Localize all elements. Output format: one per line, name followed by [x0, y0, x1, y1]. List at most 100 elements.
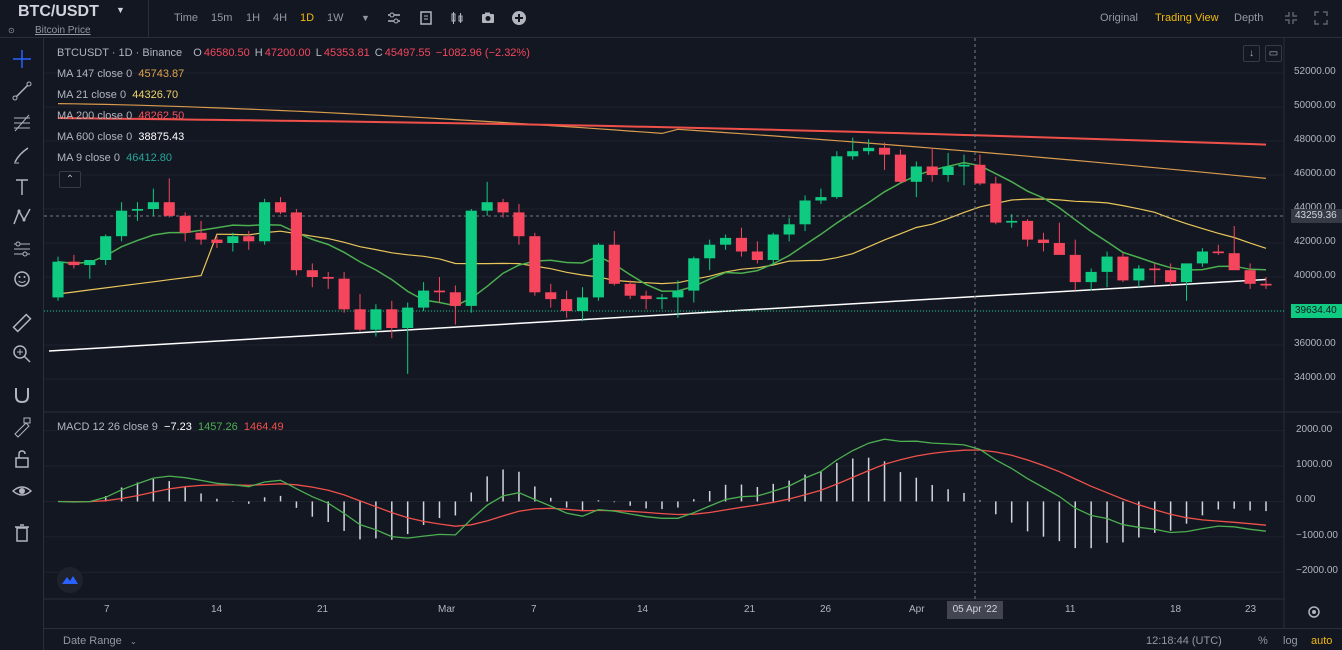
candle-body	[1101, 256, 1113, 272]
camera-icon[interactable]	[480, 10, 496, 26]
candle-body	[322, 277, 334, 279]
subtitle-link[interactable]: Bitcoin Price	[35, 25, 91, 36]
candle-body	[894, 154, 906, 182]
time-tick-label: Mar	[438, 604, 456, 615]
price-tick-label: 48000.00	[1294, 134, 1336, 145]
ma600-legend: MA 600 close 0 38875.43	[57, 131, 184, 143]
candle-body	[942, 166, 954, 175]
ma9-legend: MA 9 close 0 46412.80	[57, 152, 172, 164]
text-icon[interactable]	[11, 176, 33, 198]
candle-body	[290, 212, 302, 271]
arrow-down-icon[interactable]: ↓	[1243, 45, 1260, 62]
divider	[148, 0, 149, 38]
trash-icon[interactable]	[11, 522, 33, 544]
ma-value: 48262.50	[138, 110, 185, 122]
date-range-button[interactable]: Date Range	[63, 635, 122, 647]
view-trading-view[interactable]: Trading View	[1155, 12, 1219, 24]
close-label: C	[374, 47, 383, 59]
candle-body	[1212, 251, 1224, 254]
candle-body	[831, 156, 843, 198]
zoom-in-icon[interactable]	[11, 343, 33, 365]
candle-body	[84, 260, 96, 266]
candle-body	[847, 151, 859, 157]
candle-body	[863, 147, 875, 152]
candle-body	[195, 232, 207, 240]
prediction-icon[interactable]	[11, 238, 33, 260]
info-icon: ⊙	[8, 26, 15, 35]
macd-label: MACD 12 26 close 9	[57, 421, 158, 433]
percent-toggle[interactable]: %	[1258, 635, 1268, 647]
auto-toggle[interactable]: auto	[1311, 635, 1333, 647]
time-tick-label: 7	[104, 604, 110, 615]
price-tick-label: 42000.00	[1294, 236, 1336, 247]
log-toggle[interactable]: log	[1283, 635, 1298, 647]
eye-icon[interactable]	[11, 480, 33, 502]
settings-sliders-icon[interactable]	[386, 10, 402, 26]
expand-icon[interactable]	[1313, 10, 1329, 26]
candle-body	[672, 290, 684, 298]
emoji-icon[interactable]	[11, 268, 33, 290]
candle-body	[1149, 268, 1161, 271]
magnet-icon[interactable]	[11, 384, 33, 406]
candle-body	[704, 244, 716, 259]
candle-body	[576, 297, 589, 311]
tab-15m[interactable]: 15m	[211, 12, 233, 24]
candle-body	[465, 210, 477, 306]
add-icon[interactable]	[511, 10, 527, 26]
tab-1d[interactable]: 1D	[300, 12, 315, 24]
price-chart-svg[interactable]	[44, 38, 1342, 650]
tab-time[interactable]: Time	[174, 12, 199, 24]
time-tick-label: 11	[1065, 604, 1076, 615]
ma200-legend: MA 200 close 0 48262.50	[57, 110, 184, 122]
candle-body	[147, 202, 159, 209]
tradingview-logo-icon[interactable]	[56, 566, 84, 594]
crosshair-icon[interactable]	[11, 48, 33, 70]
candle-body	[1228, 253, 1240, 271]
tab-1w[interactable]: 1W	[327, 12, 344, 24]
candle-body	[910, 166, 922, 182]
pattern-icon[interactable]	[11, 206, 33, 228]
chevron-down-icon[interactable]: ▼	[116, 5, 125, 15]
time-tick-label: 23	[1245, 604, 1257, 615]
price-tick-label: 40000.00	[1294, 270, 1336, 281]
ma-label: MA 147 close 0	[57, 68, 133, 80]
unlock-icon[interactable]	[11, 448, 33, 470]
ruler-icon[interactable]	[11, 312, 33, 334]
candle-body	[131, 209, 144, 211]
fib-icon[interactable]	[11, 112, 33, 134]
settings-gear-icon[interactable]	[1306, 604, 1322, 620]
collapse-icon[interactable]	[1283, 10, 1299, 26]
collapse-legend-button[interactable]: ⌃	[59, 171, 81, 188]
candle-body	[688, 258, 700, 291]
view-depth[interactable]: Depth	[1234, 12, 1264, 24]
candle-body	[720, 237, 732, 245]
candle-body	[751, 251, 763, 260]
lock-drawing-icon[interactable]	[11, 416, 33, 438]
macd-tick-label: 0.00	[1296, 494, 1316, 506]
tab-4h[interactable]: 4H	[273, 12, 288, 24]
indicators-icon[interactable]	[418, 10, 434, 26]
candle-body	[338, 278, 350, 310]
ma21-line	[57, 198, 1267, 295]
macd-signal-line	[57, 449, 1267, 527]
chevron-down-icon[interactable]: ⌄	[130, 637, 137, 646]
trend-line-icon[interactable]	[11, 80, 33, 102]
price-tick-label: 36000.00	[1294, 338, 1336, 349]
candle-type-icon[interactable]	[449, 10, 465, 26]
price-tick-label: 46000.00	[1294, 168, 1336, 179]
chevron-down-icon[interactable]: ▼	[361, 13, 370, 23]
symbol-title[interactable]: BTC/USDT	[18, 3, 99, 20]
candle-body	[1037, 239, 1050, 243]
high-value: 47200.00	[264, 47, 311, 59]
clock-text: 12:18:44 (UTC)	[1146, 635, 1222, 647]
chart-area[interactable]: BTCUSDT · 1D · Binance O 46580.50 H 47200.…	[44, 38, 1342, 650]
tab-1h[interactable]: 1H	[246, 12, 261, 24]
restore-icon[interactable]: ▭	[1265, 45, 1282, 62]
candle-body	[1006, 220, 1018, 223]
brush-icon[interactable]	[11, 144, 33, 166]
view-original[interactable]: Original	[1100, 12, 1138, 24]
bottom-bar: Date Range ⌄ 12:18:44 (UTC) % log auto	[44, 628, 1342, 650]
time-tick-label: 7	[531, 604, 537, 615]
open-label: O	[193, 47, 202, 59]
